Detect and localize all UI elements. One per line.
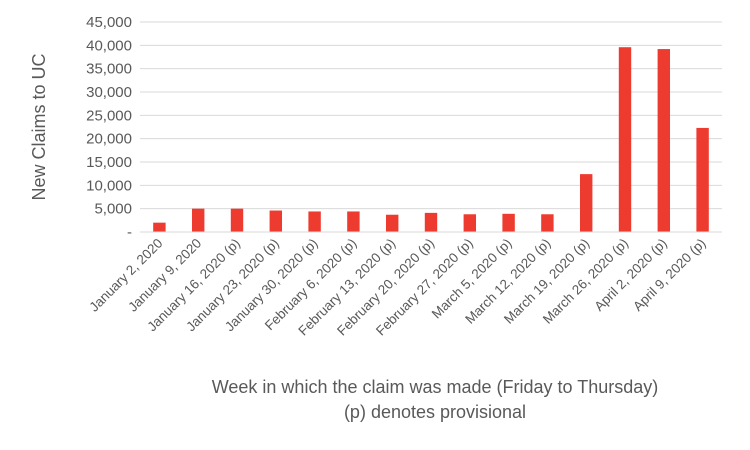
bar <box>657 49 671 232</box>
y-tick-label: 25,000 <box>86 107 132 124</box>
bar <box>424 212 438 232</box>
y-tick-label: 10,000 <box>86 177 132 194</box>
y-tick-label: - <box>127 224 132 241</box>
gridlines <box>140 21 722 210</box>
bar <box>269 210 283 232</box>
y-tick-label: 35,000 <box>86 61 132 78</box>
y-axis-ticks: - 5,000 10,000 15,000 20,000 25,000 30,000 35,0… <box>86 14 132 241</box>
bar <box>347 211 360 232</box>
y-tick-label: 30,000 <box>86 84 132 101</box>
y-tick-label: 40,000 <box>86 37 132 54</box>
y-tick-label: 20,000 <box>86 131 132 148</box>
x-tick-label: April 9, 2020 (p) <box>630 236 709 315</box>
bar <box>230 208 244 232</box>
x-axis-subtitle: (p) denotes provisional <box>344 402 526 422</box>
y-tick-label: 15,000 <box>86 154 132 171</box>
y-axis-title: New Claims to UC <box>29 53 49 200</box>
bar <box>191 208 205 232</box>
bar <box>502 213 515 232</box>
bar <box>541 214 554 232</box>
bar <box>579 174 593 232</box>
y-tick-label: 45,000 <box>86 14 132 31</box>
bar <box>696 127 709 232</box>
bar <box>618 47 632 233</box>
x-axis-title: Week in which the claim was made (Friday… <box>212 377 659 397</box>
bar <box>385 214 399 232</box>
bars <box>153 47 709 233</box>
bar <box>463 214 477 232</box>
bar <box>153 222 166 232</box>
y-tick-label: 5,000 <box>94 201 132 218</box>
bar <box>308 211 321 232</box>
